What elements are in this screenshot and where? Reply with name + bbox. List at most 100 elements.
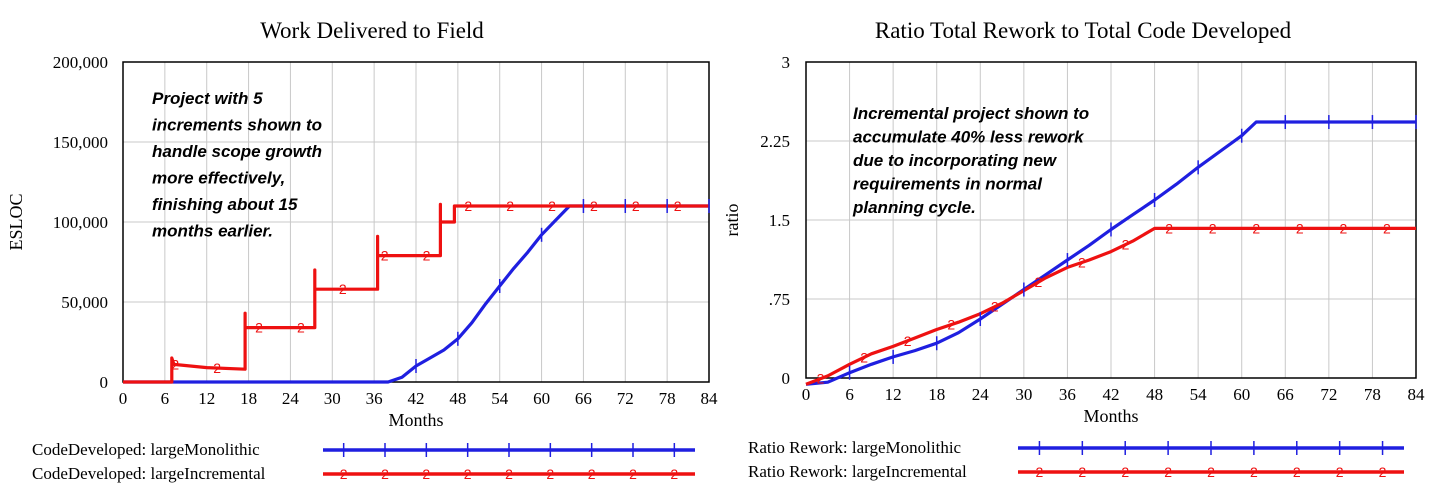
legend-marker-2: 2 (1078, 464, 1086, 480)
series-marker-2: 2 (171, 357, 179, 373)
x-tick-label: 30 (1015, 385, 1032, 404)
series-marker-2: 2 (339, 281, 347, 297)
x-tick-label: 84 (701, 389, 719, 408)
series-marker-2: 2 (860, 349, 868, 365)
x-tick-label: 66 (1277, 385, 1294, 404)
y-tick-label: 100,000 (53, 213, 108, 232)
series-marker-2: 2 (1165, 220, 1173, 236)
legend-marker-2: 2 (629, 466, 637, 482)
y-tick-label: 2.25 (760, 132, 790, 151)
series-marker-2: 2 (1034, 274, 1042, 290)
x-tick-label: 30 (324, 389, 341, 408)
legend-marker-2: 2 (1121, 464, 1129, 480)
legend-marker-2: 2 (381, 466, 389, 482)
series-marker-2: 2 (1078, 254, 1086, 270)
x-tick-label: 0 (802, 385, 811, 404)
x-tick-label: 54 (1190, 385, 1208, 404)
x-tick-label: 60 (1233, 385, 1250, 404)
legend-marker-2: 2 (588, 466, 596, 482)
legend-marker-2: 2 (1164, 464, 1172, 480)
x-tick-label: 42 (408, 389, 425, 408)
x-tick-label: 48 (449, 389, 466, 408)
y-tick-label: 0 (782, 369, 791, 388)
x-tick-label: 12 (198, 389, 215, 408)
annotation-line: Incremental project shown to (853, 104, 1089, 123)
x-tick-label: 78 (659, 389, 676, 408)
series-marker-2: 2 (817, 371, 825, 387)
series-marker-2: 2 (1383, 220, 1391, 236)
legend-marker-2: 2 (464, 466, 472, 482)
x-tick-label: 6 (161, 389, 170, 408)
series-marker-2: 2 (464, 198, 472, 214)
legend-marker-2: 2 (1293, 464, 1301, 480)
series-marker-2: 2 (1209, 220, 1217, 236)
x-tick-label: 72 (617, 389, 634, 408)
series-marker-2: 2 (904, 333, 912, 349)
x-tick-label: 18 (928, 385, 945, 404)
annotation-line: planning cycle. (852, 198, 976, 217)
x-tick-label: 24 (972, 385, 990, 404)
series-marker-2: 2 (1296, 220, 1304, 236)
legend-marker-2: 2 (670, 466, 678, 482)
series-marker-2: 2 (548, 198, 556, 214)
x-tick-label: 12 (885, 385, 902, 404)
plot-frame (122, 61, 710, 383)
chart-title: Work Delivered to Field (260, 18, 484, 43)
plot-frame (805, 61, 1417, 379)
legend-label: CodeDeveloped: largeIncremental (32, 464, 266, 483)
series-marker-2: 2 (590, 198, 598, 214)
series-marker-2: 2 (1252, 220, 1260, 236)
series-line-monolithic (805, 120, 1416, 386)
x-tick-label: 42 (1103, 385, 1120, 404)
legend-label: Ratio Rework: largeIncremental (748, 462, 967, 481)
series-marker-2: 2 (947, 317, 955, 333)
x-tick-label: 6 (845, 385, 854, 404)
legend-marker-2: 2 (505, 466, 513, 482)
y-tick-label: 200,000 (53, 53, 108, 72)
annotation-line: months earlier. (152, 222, 273, 241)
legend-marker-2: 2 (340, 466, 348, 482)
y-axis-label: ESLOC (6, 193, 26, 250)
x-tick-label: 72 (1320, 385, 1337, 404)
series-marker-2: 2 (1122, 237, 1130, 253)
series-marker-2: 2 (1339, 220, 1347, 236)
x-tick-label: 60 (533, 389, 550, 408)
x-tick-label: 36 (366, 389, 383, 408)
annotation-line: more effectively, (152, 169, 285, 188)
chart-2: Ratio Total Rework to Total Code Develop… (722, 18, 1425, 481)
y-tick-label: 0 (100, 373, 109, 392)
legend-marker-2: 2 (1036, 464, 1044, 480)
y-axis-label: ratio (722, 204, 742, 237)
y-tick-label: .75 (769, 290, 790, 309)
series-marker-2: 2 (991, 299, 999, 315)
x-tick-label: 24 (282, 389, 300, 408)
legend-marker-2: 2 (1379, 464, 1387, 480)
legend-label: Ratio Rework: largeMonolithic (748, 438, 962, 457)
legend-marker-2: 2 (1336, 464, 1344, 480)
x-axis-label: Months (1083, 406, 1138, 426)
x-tick-label: 0 (119, 389, 128, 408)
series-marker-2: 2 (297, 320, 305, 336)
x-axis-label: Months (388, 410, 443, 430)
y-tick-label: 50,000 (61, 293, 108, 312)
grid (805, 61, 1417, 379)
grid (122, 61, 710, 383)
annotation-line: handle scope growth (152, 142, 322, 161)
annotation-line: requirements in normal (853, 175, 1043, 194)
chart-1: Work Delivered to Field 0 6 12 18 24 30 36 42 48 5… (6, 18, 718, 483)
y-tick-label: 3 (782, 53, 791, 72)
y-tick-label: 150,000 (53, 133, 108, 152)
series-line-monolithic (123, 204, 709, 384)
series-marker-2: 2 (255, 320, 263, 336)
x-tick-label: 36 (1059, 385, 1076, 404)
annotation-line: finishing about 15 (152, 195, 298, 214)
series-line-incremental (805, 226, 1416, 386)
legend-marker-2: 2 (1207, 464, 1215, 480)
x-tick-label: 66 (575, 389, 592, 408)
series-marker-2: 2 (213, 360, 221, 376)
y-tick-label: 1.5 (769, 211, 790, 230)
series-marker-2: 2 (506, 198, 514, 214)
legend-marker-2: 2 (546, 466, 554, 482)
x-tick-label: 84 (1408, 385, 1426, 404)
